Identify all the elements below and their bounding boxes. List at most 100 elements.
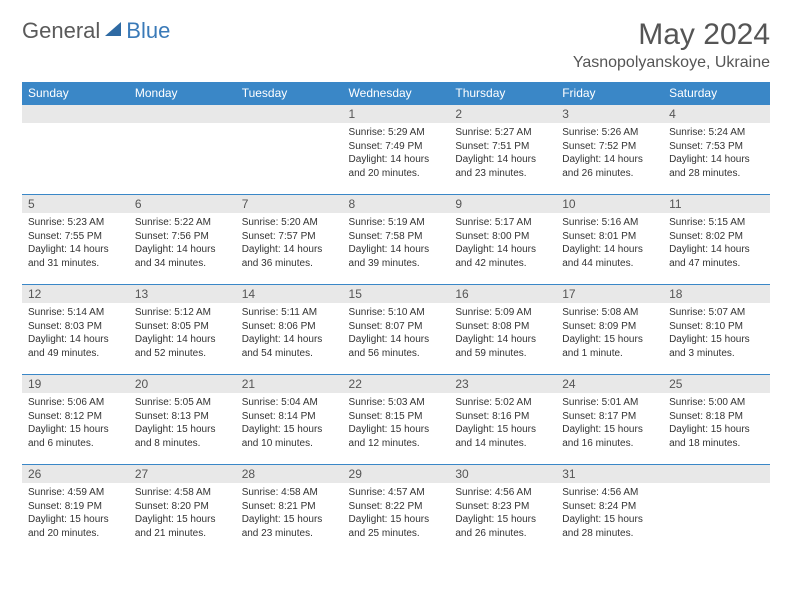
day-num-bar-empty [129,105,236,123]
day-number: 9 [449,195,556,213]
day-cell-6: 6Sunrise: 5:22 AMSunset: 7:56 PMDaylight… [129,195,236,285]
title-block: May 2024 Yasnopolyanskoye, Ukraine [573,18,770,72]
day-cell-20: 20Sunrise: 5:05 AMSunset: 8:13 PMDayligh… [129,375,236,465]
day-cell-11: 11Sunrise: 5:15 AMSunset: 8:02 PMDayligh… [663,195,770,285]
day-number: 1 [343,105,450,123]
day-number: 29 [343,465,450,483]
day-body: Sunrise: 5:29 AMSunset: 7:49 PMDaylight:… [343,123,450,186]
day-header-row: SundayMondayTuesdayWednesdayThursdayFrid… [22,82,770,105]
day-cell-17: 17Sunrise: 5:08 AMSunset: 8:09 PMDayligh… [556,285,663,375]
day-cell-1: 1Sunrise: 5:29 AMSunset: 7:49 PMDaylight… [343,105,450,195]
day-number: 12 [22,285,129,303]
day-number: 2 [449,105,556,123]
logo-text-blue: Blue [126,18,170,43]
logo: General Blue [22,18,170,44]
month-title: May 2024 [573,18,770,52]
day-number: 27 [129,465,236,483]
day-body: Sunrise: 5:27 AMSunset: 7:51 PMDaylight:… [449,123,556,186]
day-cell-18: 18Sunrise: 5:07 AMSunset: 8:10 PMDayligh… [663,285,770,375]
day-body: Sunrise: 5:05 AMSunset: 8:13 PMDaylight:… [129,393,236,456]
day-header-wednesday: Wednesday [343,82,450,105]
empty-cell [22,105,129,195]
day-number: 5 [22,195,129,213]
calendar-row: 19Sunrise: 5:06 AMSunset: 8:12 PMDayligh… [22,375,770,465]
day-body: Sunrise: 5:02 AMSunset: 8:16 PMDaylight:… [449,393,556,456]
day-cell-29: 29Sunrise: 4:57 AMSunset: 8:22 PMDayligh… [343,465,450,555]
day-header-saturday: Saturday [663,82,770,105]
day-number: 23 [449,375,556,393]
day-body: Sunrise: 5:03 AMSunset: 8:15 PMDaylight:… [343,393,450,456]
day-body: Sunrise: 5:16 AMSunset: 8:01 PMDaylight:… [556,213,663,276]
location: Yasnopolyanskoye, Ukraine [573,54,770,72]
day-number: 7 [236,195,343,213]
day-body: Sunrise: 5:26 AMSunset: 7:52 PMDaylight:… [556,123,663,186]
day-number: 30 [449,465,556,483]
day-cell-14: 14Sunrise: 5:11 AMSunset: 8:06 PMDayligh… [236,285,343,375]
day-number: 16 [449,285,556,303]
day-body: Sunrise: 5:17 AMSunset: 8:00 PMDaylight:… [449,213,556,276]
day-cell-16: 16Sunrise: 5:09 AMSunset: 8:08 PMDayligh… [449,285,556,375]
day-cell-27: 27Sunrise: 4:58 AMSunset: 8:20 PMDayligh… [129,465,236,555]
calendar-body: 1Sunrise: 5:29 AMSunset: 7:49 PMDaylight… [22,105,770,555]
day-body: Sunrise: 5:22 AMSunset: 7:56 PMDaylight:… [129,213,236,276]
day-cell-5: 5Sunrise: 5:23 AMSunset: 7:55 PMDaylight… [22,195,129,285]
day-header-sunday: Sunday [22,82,129,105]
day-cell-4: 4Sunrise: 5:24 AMSunset: 7:53 PMDaylight… [663,105,770,195]
day-number: 10 [556,195,663,213]
day-num-bar-empty [236,105,343,123]
day-number: 15 [343,285,450,303]
day-body: Sunrise: 4:56 AMSunset: 8:24 PMDaylight:… [556,483,663,546]
day-number: 25 [663,375,770,393]
day-body: Sunrise: 5:10 AMSunset: 8:07 PMDaylight:… [343,303,450,366]
day-header-monday: Monday [129,82,236,105]
day-number: 4 [663,105,770,123]
day-body: Sunrise: 5:09 AMSunset: 8:08 PMDaylight:… [449,303,556,366]
day-body: Sunrise: 5:07 AMSunset: 8:10 PMDaylight:… [663,303,770,366]
empty-cell [129,105,236,195]
day-body: Sunrise: 5:19 AMSunset: 7:58 PMDaylight:… [343,213,450,276]
day-cell-13: 13Sunrise: 5:12 AMSunset: 8:05 PMDayligh… [129,285,236,375]
day-cell-2: 2Sunrise: 5:27 AMSunset: 7:51 PMDaylight… [449,105,556,195]
day-cell-8: 8Sunrise: 5:19 AMSunset: 7:58 PMDaylight… [343,195,450,285]
day-number: 21 [236,375,343,393]
day-cell-10: 10Sunrise: 5:16 AMSunset: 8:01 PMDayligh… [556,195,663,285]
logo-text-general: General [22,18,100,44]
day-number: 28 [236,465,343,483]
day-number: 8 [343,195,450,213]
day-cell-24: 24Sunrise: 5:01 AMSunset: 8:17 PMDayligh… [556,375,663,465]
day-cell-26: 26Sunrise: 4:59 AMSunset: 8:19 PMDayligh… [22,465,129,555]
day-body: Sunrise: 4:57 AMSunset: 8:22 PMDaylight:… [343,483,450,546]
calendar-row: 5Sunrise: 5:23 AMSunset: 7:55 PMDaylight… [22,195,770,285]
day-body: Sunrise: 5:06 AMSunset: 8:12 PMDaylight:… [22,393,129,456]
day-cell-3: 3Sunrise: 5:26 AMSunset: 7:52 PMDaylight… [556,105,663,195]
calendar-row: 1Sunrise: 5:29 AMSunset: 7:49 PMDaylight… [22,105,770,195]
day-number: 3 [556,105,663,123]
day-number: 6 [129,195,236,213]
day-number: 11 [663,195,770,213]
day-number: 13 [129,285,236,303]
day-number: 20 [129,375,236,393]
day-number: 18 [663,285,770,303]
header: General Blue May 2024 Yasnopolyanskoye, … [22,18,770,72]
day-cell-22: 22Sunrise: 5:03 AMSunset: 8:15 PMDayligh… [343,375,450,465]
empty-cell [236,105,343,195]
day-body: Sunrise: 5:00 AMSunset: 8:18 PMDaylight:… [663,393,770,456]
day-body: Sunrise: 5:12 AMSunset: 8:05 PMDaylight:… [129,303,236,366]
empty-cell [663,465,770,555]
day-number: 14 [236,285,343,303]
calendar-table: SundayMondayTuesdayWednesdayThursdayFrid… [22,82,770,555]
day-cell-21: 21Sunrise: 5:04 AMSunset: 8:14 PMDayligh… [236,375,343,465]
day-number: 17 [556,285,663,303]
day-cell-30: 30Sunrise: 4:56 AMSunset: 8:23 PMDayligh… [449,465,556,555]
day-cell-28: 28Sunrise: 4:58 AMSunset: 8:21 PMDayligh… [236,465,343,555]
day-header-friday: Friday [556,82,663,105]
day-body: Sunrise: 5:01 AMSunset: 8:17 PMDaylight:… [556,393,663,456]
day-body: Sunrise: 5:23 AMSunset: 7:55 PMDaylight:… [22,213,129,276]
day-body: Sunrise: 4:59 AMSunset: 8:19 PMDaylight:… [22,483,129,546]
calendar-row: 12Sunrise: 5:14 AMSunset: 8:03 PMDayligh… [22,285,770,375]
day-cell-12: 12Sunrise: 5:14 AMSunset: 8:03 PMDayligh… [22,285,129,375]
day-cell-19: 19Sunrise: 5:06 AMSunset: 8:12 PMDayligh… [22,375,129,465]
day-header-thursday: Thursday [449,82,556,105]
day-number: 31 [556,465,663,483]
day-body: Sunrise: 5:11 AMSunset: 8:06 PMDaylight:… [236,303,343,366]
